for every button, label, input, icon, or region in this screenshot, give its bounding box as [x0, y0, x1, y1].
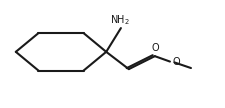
Text: O: O [171, 57, 179, 67]
Text: NH$_2$: NH$_2$ [109, 13, 129, 27]
Text: O: O [151, 43, 158, 53]
